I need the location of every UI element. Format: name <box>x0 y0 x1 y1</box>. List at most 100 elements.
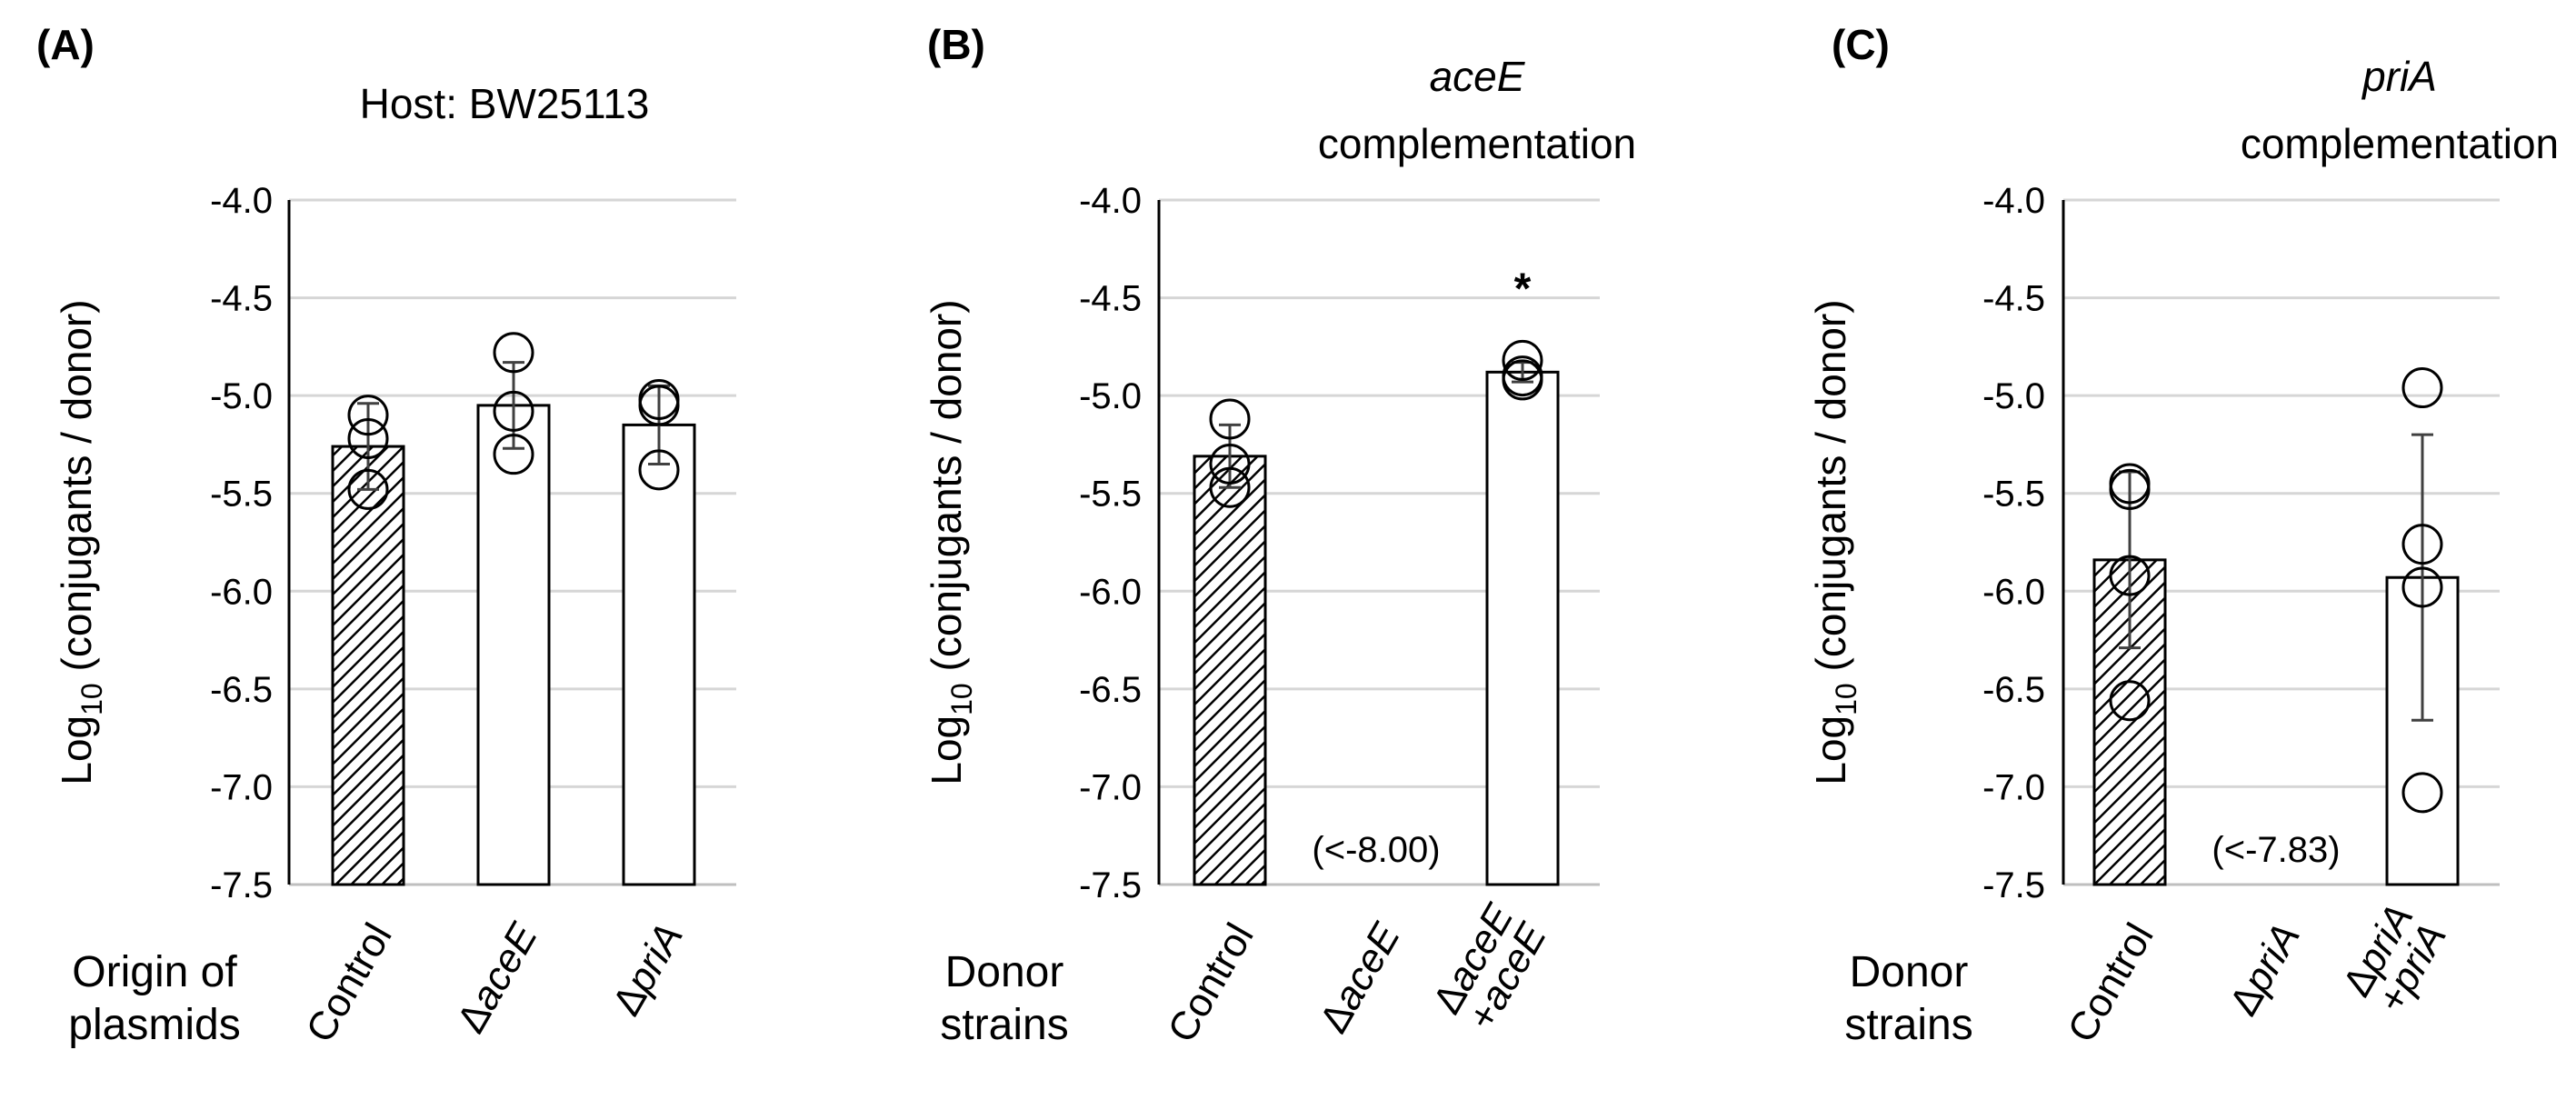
x-group-label: strains <box>940 1001 1068 1049</box>
x-tick-label: Control <box>297 916 400 1050</box>
data-point <box>2109 555 2151 596</box>
y-tick-label: -4.0 <box>210 181 273 221</box>
detection-limit-note: (<-8.00) <box>1312 830 1440 870</box>
y-tick-label: -6.0 <box>210 572 273 612</box>
data-point <box>1209 398 1251 440</box>
chart-panel-1: (A) Host: BW25113 -4.0 -4.5 -5.0 -5.5 -6.0 -6.5… <box>36 21 736 1050</box>
y-axis-title-suffix: (conjugants / donor) <box>53 299 100 683</box>
y-axis-title-prefix: Log <box>923 715 970 785</box>
detection-limit-note: (<-7.83) <box>2212 830 2340 870</box>
y-axis-title-prefix: Log <box>1807 715 1854 785</box>
data-point <box>2109 680 2151 722</box>
data-point <box>2401 772 2443 814</box>
y-axis-title: Log10 (conjugants / donor) <box>53 299 108 785</box>
data-point <box>638 449 680 491</box>
x-group-label: Donor <box>945 948 1064 996</box>
x-tick-label-text: Control <box>2059 916 2162 1050</box>
bar <box>1193 455 1267 886</box>
x-tick-label-text: Control <box>297 916 400 1050</box>
data-point <box>1209 466 1251 508</box>
x-tick-label: Control <box>1159 916 1262 1050</box>
y-tick-label: -6.5 <box>1982 670 2045 710</box>
y-tick-label: -5.5 <box>1079 475 1142 515</box>
x-tick-label-line: ΔaceE <box>1312 915 1410 1040</box>
y-tick-label: -6.0 <box>1982 572 2045 612</box>
x-tick-label-line: ΔaceE <box>449 915 547 1040</box>
y-tick-label: -7.0 <box>210 767 273 807</box>
y-tick-label: -4.0 <box>1982 181 2045 221</box>
y-tick-label: -4.5 <box>210 279 273 319</box>
data-point <box>2401 566 2443 608</box>
data-point <box>493 434 534 475</box>
panel-label: (C) <box>1832 21 1890 68</box>
chart-title-line: aceE <box>1430 53 1526 100</box>
data-point <box>493 332 534 374</box>
x-tick-label-line: ΔpriA <box>2222 916 2309 1024</box>
x-group-label: Origin of <box>72 948 237 996</box>
chart-title-line: complementation <box>2241 120 2559 167</box>
x-tick-label-line: Control <box>297 916 400 1050</box>
y-axis-title-suffix: (conjugants / donor) <box>923 299 970 683</box>
y-axis-title-subscript: 10 <box>75 683 108 715</box>
y-tick-label: -5.5 <box>1982 475 2045 515</box>
x-tick-label: ΔpriA <box>2222 916 2309 1024</box>
x-tick-label: ΔaceE <box>1312 915 1410 1040</box>
panel-label: (B) <box>927 21 985 68</box>
data-point <box>347 417 389 459</box>
panel-label: (A) <box>36 21 95 68</box>
x-tick-label: ΔaceE <box>449 915 547 1040</box>
data-point <box>2401 524 2443 565</box>
chart-panel-3: (C) priA complementation -4.0 -4.5 -5.0 -5.5 -6… <box>1807 21 2559 1050</box>
y-tick-label: -7.5 <box>1079 865 1142 905</box>
x-tick-label: ΔpriA <box>604 916 692 1024</box>
data-point <box>2109 468 2151 510</box>
significance-marker: * <box>1514 265 1532 314</box>
data-point <box>638 385 680 426</box>
y-tick-label: -5.0 <box>1982 376 2045 416</box>
x-tick-label-line: ΔpriA <box>604 916 692 1024</box>
y-tick-label: -7.5 <box>1982 865 2045 905</box>
y-tick-label: -5.0 <box>210 376 273 416</box>
y-tick-label: -5.0 <box>1079 376 1142 416</box>
y-axis-title-prefix: Log <box>53 715 100 785</box>
y-axis-title-subscript: 10 <box>945 683 978 715</box>
y-axis-title: Log10 (conjugants / donor) <box>1807 299 1862 785</box>
x-tick-label-line: Control <box>2059 916 2162 1050</box>
y-tick-label: -5.5 <box>210 475 273 515</box>
chart-panel-2: (B) aceE complementation -4.0 -4.5 -5.0 -5.5 -6… <box>923 21 1636 1050</box>
data-point <box>1502 359 1543 401</box>
bar <box>476 404 551 886</box>
y-axis-title-suffix: (conjugants / donor) <box>1807 299 1854 683</box>
x-tick-label: ΔpriA+priA <box>2334 897 2455 1021</box>
chart-title-line: Host: BW25113 <box>360 80 650 127</box>
data-point <box>347 468 389 510</box>
bar <box>1485 370 1560 886</box>
x-group-label: strains <box>1844 1001 1972 1049</box>
y-tick-label: -7.0 <box>1982 767 2045 807</box>
y-tick-label: -6.0 <box>1079 572 1142 612</box>
x-tick-label-text: aceE <box>462 915 546 1017</box>
data-point <box>493 390 534 432</box>
x-group-label: plasmids <box>68 1001 240 1049</box>
y-tick-label: -4.5 <box>1079 279 1142 319</box>
x-group-label: Donor <box>1850 948 1969 996</box>
y-tick-label: -7.0 <box>1079 767 1142 807</box>
x-tick-label-text: aceE <box>1324 915 1409 1017</box>
data-point <box>1502 339 1543 381</box>
x-tick-label-text: Control <box>1159 916 1262 1050</box>
bar <box>331 445 405 886</box>
y-tick-label: -7.5 <box>210 865 273 905</box>
data-point <box>347 395 389 436</box>
chart-title-line: priA <box>2361 53 2437 100</box>
y-axis-title: Log10 (conjugants / donor) <box>923 299 978 785</box>
data-point <box>1209 443 1251 485</box>
x-tick-label-line: Control <box>1159 916 1262 1050</box>
x-tick-label: ΔaceE+aceE <box>1424 896 1555 1037</box>
y-tick-label: -4.5 <box>1982 279 2045 319</box>
bar <box>622 423 696 886</box>
y-axis-title-subscript: 10 <box>1830 683 1862 715</box>
x-tick-label: Control <box>2059 916 2162 1050</box>
y-tick-label: -6.5 <box>1079 670 1142 710</box>
y-tick-label: -6.5 <box>210 670 273 710</box>
